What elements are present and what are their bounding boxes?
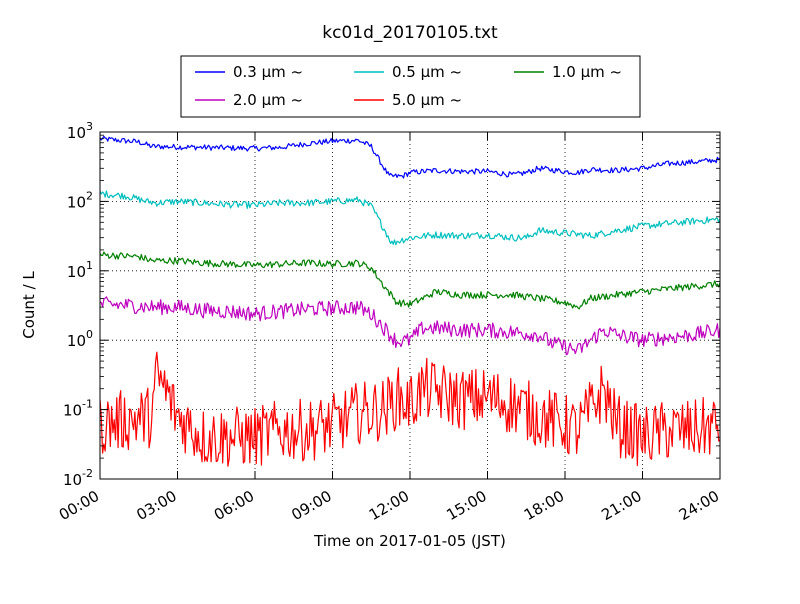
y-tick-exponent: 0	[86, 328, 93, 341]
series-group	[100, 135, 720, 467]
y-tick-base: 10	[63, 471, 82, 489]
legend-label-4: 5.0 μm ~	[392, 91, 462, 109]
series-line-4	[100, 351, 720, 467]
chart-title: kc01d_20170105.txt	[322, 23, 498, 43]
y-tick-exponent: 1	[86, 259, 93, 272]
y-tick-exponent: -2	[82, 467, 93, 480]
legend-frame	[180, 55, 641, 118]
y-tick-label: 10-1	[63, 398, 93, 420]
y-tick-base: 10	[63, 402, 82, 420]
y-tick-label: 102	[67, 189, 93, 211]
legend-label-0: 0.3 μm ~	[233, 63, 303, 81]
y-tick-label: 100	[67, 328, 93, 350]
y-tick-base: 10	[67, 263, 86, 281]
legend: 0.3 μm ~ 0.5 μm ~ 1.0 μm ~ 2.0 μm ~ 5.0 μm ~	[180, 55, 641, 118]
y-tick-base: 10	[67, 193, 86, 211]
y-axis-label: Count / L	[20, 271, 38, 339]
y-tick-label: 101	[67, 259, 93, 281]
y-tick-base: 10	[67, 124, 86, 142]
series-line-0	[100, 135, 720, 179]
y-tick-exponent: 2	[86, 189, 93, 202]
y-tick-base: 10	[67, 332, 86, 350]
series-line-1	[100, 190, 720, 246]
x-axis-label: Time on 2017-01-05 (JST)	[313, 532, 506, 550]
series-line-3	[100, 296, 720, 356]
legend-label-3: 2.0 μm ~	[233, 91, 303, 109]
legend-label-1: 0.5 μm ~	[392, 63, 462, 81]
series-line-2	[100, 251, 720, 310]
y-tick-label: 103	[67, 120, 93, 142]
y-tick-label: 10-2	[63, 467, 93, 489]
legend-label-2: 1.0 μm ~	[552, 63, 622, 81]
y-tick-exponent: 3	[86, 120, 93, 133]
y-tick-exponent: -1	[82, 398, 93, 411]
